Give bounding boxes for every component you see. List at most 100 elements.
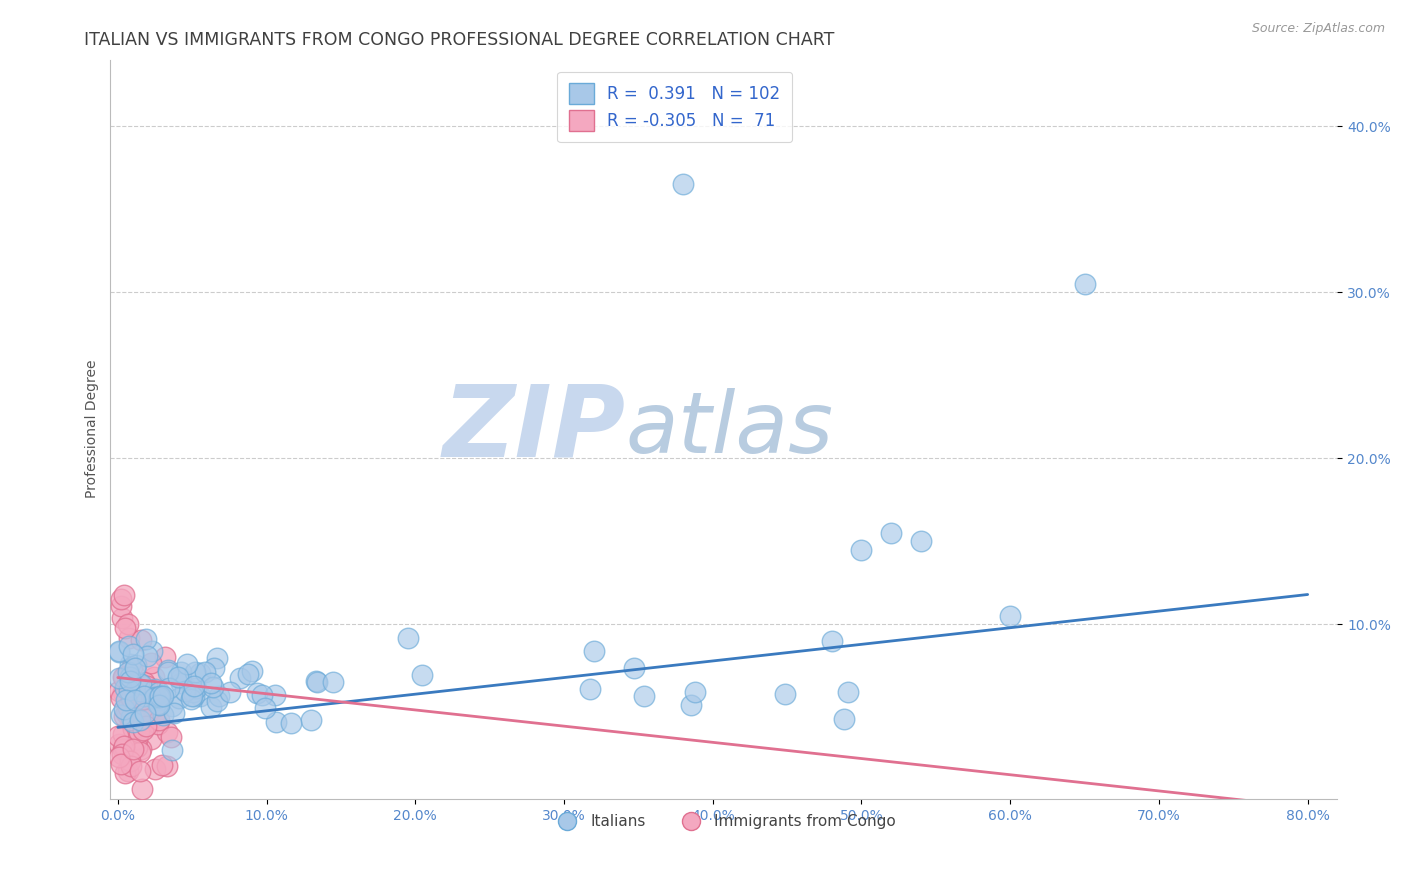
Point xyxy=(124,661,146,675)
Point xyxy=(108,671,131,685)
Point xyxy=(148,713,170,727)
Point xyxy=(135,632,157,646)
Point xyxy=(121,709,143,723)
Point xyxy=(114,621,136,635)
Point xyxy=(110,599,132,613)
Point xyxy=(143,690,166,705)
Point xyxy=(679,698,702,712)
Point xyxy=(120,690,142,705)
Point xyxy=(263,688,285,702)
Point xyxy=(1073,277,1095,291)
Point xyxy=(202,661,225,675)
Point xyxy=(181,684,204,698)
Point xyxy=(108,750,131,764)
Point xyxy=(114,766,136,780)
Point xyxy=(127,739,149,754)
Point xyxy=(118,657,141,672)
Point xyxy=(202,680,225,694)
Point xyxy=(184,681,207,695)
Point xyxy=(122,681,145,695)
Point xyxy=(155,650,177,665)
Point xyxy=(184,665,207,680)
Point xyxy=(143,681,166,696)
Point xyxy=(117,699,139,714)
Point xyxy=(117,676,139,690)
Point xyxy=(118,670,141,684)
Point xyxy=(129,677,152,691)
Point xyxy=(129,742,152,756)
Point xyxy=(180,692,202,706)
Point xyxy=(299,713,322,727)
Point xyxy=(253,701,276,715)
Point xyxy=(183,679,205,693)
Point xyxy=(132,711,155,725)
Point xyxy=(411,668,433,682)
Point xyxy=(112,739,135,753)
Point xyxy=(128,720,150,734)
Point xyxy=(120,674,142,689)
Point xyxy=(132,674,155,689)
Point xyxy=(146,693,169,707)
Point xyxy=(120,714,142,728)
Point xyxy=(240,664,263,678)
Point xyxy=(683,685,706,699)
Point xyxy=(118,683,141,698)
Point xyxy=(246,686,269,700)
Point xyxy=(156,725,179,739)
Point xyxy=(146,697,169,711)
Point xyxy=(112,684,135,698)
Point xyxy=(183,689,205,703)
Point xyxy=(120,758,142,772)
Point xyxy=(108,645,131,659)
Point xyxy=(111,670,134,684)
Point xyxy=(141,644,163,658)
Point xyxy=(160,698,183,713)
Point xyxy=(156,663,179,677)
Point xyxy=(111,727,134,741)
Point xyxy=(623,661,645,675)
Point xyxy=(110,592,132,607)
Point xyxy=(108,644,131,658)
Point xyxy=(134,706,156,720)
Point xyxy=(156,665,179,680)
Point xyxy=(112,702,135,716)
Point xyxy=(118,754,141,768)
Point xyxy=(170,665,193,679)
Point xyxy=(396,632,419,646)
Point xyxy=(129,764,152,778)
Point xyxy=(150,758,173,772)
Point xyxy=(136,679,159,693)
Point xyxy=(135,648,157,663)
Point xyxy=(305,675,328,690)
Point xyxy=(121,722,143,736)
Point xyxy=(148,684,170,698)
Point xyxy=(229,671,252,685)
Point xyxy=(152,690,174,704)
Point xyxy=(219,685,242,699)
Point xyxy=(322,674,344,689)
Point xyxy=(167,691,190,706)
Y-axis label: Professional Degree: Professional Degree xyxy=(86,360,100,499)
Point xyxy=(118,631,141,645)
Point xyxy=(124,693,146,707)
Point xyxy=(145,690,167,705)
Point xyxy=(122,647,145,661)
Point xyxy=(138,703,160,717)
Text: ITALIAN VS IMMIGRANTS FROM CONGO PROFESSIONAL DEGREE CORRELATION CHART: ITALIAN VS IMMIGRANTS FROM CONGO PROFESS… xyxy=(84,31,835,49)
Point xyxy=(117,764,139,778)
Point xyxy=(633,689,655,703)
Point xyxy=(163,706,186,720)
Point xyxy=(108,737,131,751)
Point xyxy=(188,689,211,703)
Point xyxy=(128,745,150,759)
Point xyxy=(160,743,183,757)
Point xyxy=(156,759,179,773)
Point xyxy=(118,639,141,653)
Point xyxy=(160,730,183,744)
Point xyxy=(110,690,132,705)
Point xyxy=(205,650,228,665)
Point xyxy=(208,689,231,703)
Point xyxy=(170,671,193,685)
Point xyxy=(148,690,170,705)
Point xyxy=(129,684,152,698)
